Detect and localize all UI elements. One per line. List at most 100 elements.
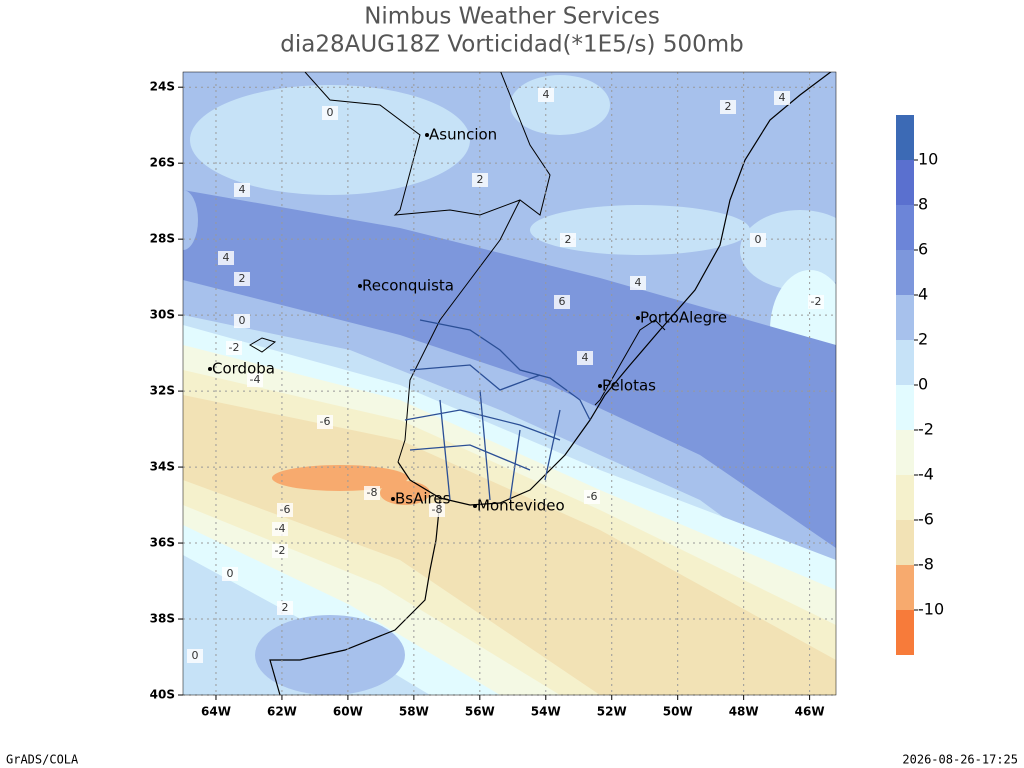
contour-label-bg [808,295,824,309]
city-label: Reconquista [362,277,454,295]
shaded-region [255,615,405,695]
contour-label: 4 [239,183,246,196]
colorbar-label: -8 [918,555,934,574]
colorbar-box [896,610,914,655]
contour-label-bg [750,233,766,247]
footer-left: GrADS/COLA [6,753,79,767]
contour-label-bg [720,100,736,114]
colorbar-box [896,340,914,385]
contour-label-bg [317,415,333,429]
shaded-region [740,210,836,290]
colorbar-label: 8 [918,195,928,214]
colorbar-label: -4 [918,465,934,484]
contour-label: 0 [327,106,334,119]
city-dot [358,284,362,288]
contour-label-bg [630,276,646,290]
contour-label-bg [429,503,445,517]
map-frame [182,71,837,696]
shaded-region [530,205,750,255]
contour-label-bg [774,91,790,105]
city-dot [598,384,602,388]
contour-label: -2 [229,341,240,354]
contour-label: 2 [477,173,484,186]
city-label: Cordoba [212,360,275,378]
contour-label: -6 [320,415,331,428]
city-label: PortoAlegre [640,309,727,327]
colorbar-box [896,160,914,205]
contour-label-bg [577,351,593,365]
shaded-region [272,465,408,491]
boundary [269,72,832,695]
contour-label: 4 [543,88,550,101]
colorbar-box [896,250,914,295]
colorbar-box [896,475,914,520]
x-tick-label: 58W [399,705,429,719]
shaded-region [510,75,610,135]
contour-label: -6 [587,490,598,503]
contour-label-bg [472,173,488,187]
contour-label-bg [277,601,293,615]
colorbar-label: 4 [918,285,928,304]
x-tick-label: 56W [465,705,495,719]
contour-label: -8 [432,503,443,516]
y-tick-label: 40S [150,688,175,702]
contour-label: 6 [559,295,566,308]
subtitle: dia28AUG18Z Vorticidad(*1E5/s) 500mb [280,32,743,58]
contour-label: -4 [275,522,286,535]
y-tick-label: 38S [150,612,175,626]
contour-label: 0 [192,649,199,662]
x-tick-label: 64W [201,705,231,719]
city-label: Pelotas [602,377,656,395]
contour-label: -6 [280,503,291,516]
x-tick-label: 50W [663,705,693,719]
city-dot [473,504,477,508]
footer-right: 2026-08-26-17:25 [902,753,1018,767]
city-label: BsAires [395,490,451,508]
colorbar-label: 10 [918,150,938,169]
contour-label-bg [554,295,570,309]
colorbar-label: -10 [918,600,944,619]
contour-label-bg [272,544,288,558]
colorbar-label: -2 [918,420,934,439]
y-tick-label: 30S [150,308,175,322]
boundary [404,319,591,501]
colorbar-box [896,520,914,565]
contour-label-bg [560,233,576,247]
contour-label: 2 [725,100,732,113]
x-tick-label: 60W [333,705,363,719]
y-tick-label: 34S [150,460,175,474]
shaded-region [190,85,470,195]
contour-label-bg [247,373,263,387]
colorbar-box [896,385,914,430]
shaded-region [183,190,836,548]
colorbar-label: 6 [918,240,928,259]
contour-label: -4 [250,373,261,386]
colorbar-box [896,430,914,475]
title: Nimbus Weather Services [364,4,660,30]
city-dot [636,316,640,320]
city-label: Asuncion [429,126,497,144]
contour-label: 0 [227,567,234,580]
y-tick-label: 24S [150,80,175,94]
contour-label-bg [234,314,250,328]
colorbar-label: -6 [918,510,934,529]
contour-label-bg [322,106,338,120]
colorbar-box [896,205,914,250]
contour-label: 4 [223,251,230,264]
x-tick-label: 52W [597,705,627,719]
contour-label: 4 [635,276,642,289]
contour-label: 4 [582,351,589,364]
colorbar-box [896,295,914,340]
contour-label-bg [272,522,288,536]
contour-label: -2 [275,544,286,557]
contour-label-bg [222,567,238,581]
contour-label-bg [277,503,293,517]
contour-label: 4 [779,91,786,104]
contour-label: 2 [282,601,289,614]
x-tick-label: 54W [531,705,561,719]
y-tick-label: 28S [150,232,175,246]
colorbar-label: 0 [918,375,928,394]
colorbar-label: 2 [918,330,928,349]
contour-label: -8 [367,486,378,499]
